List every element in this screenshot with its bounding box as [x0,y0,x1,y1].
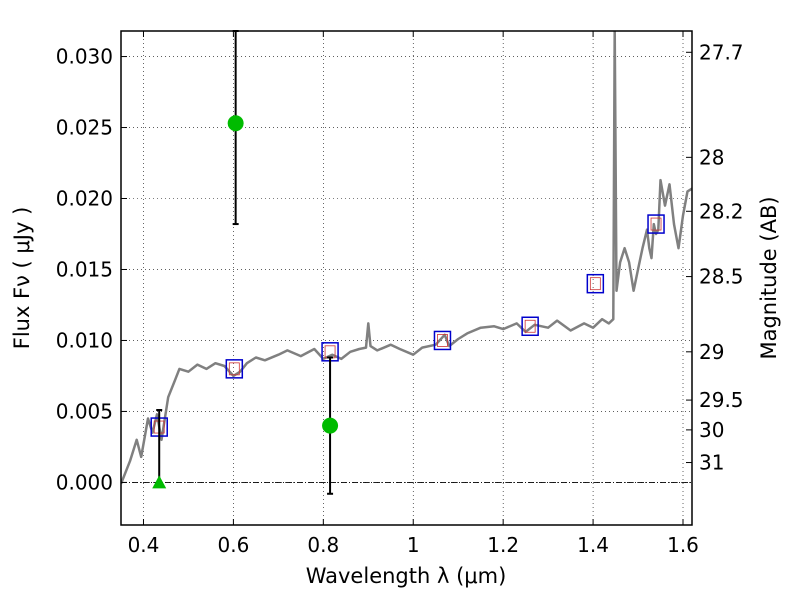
x-tick-label: 1 [407,533,420,557]
x-tick-label: 0.6 [217,533,249,557]
detection-point [227,115,244,132]
magnitude-axis-label: Magnitude (AB) [757,196,781,359]
model-photometry-point [647,214,665,234]
magnitude-axis-ticks: 27.7 28 28.2 28.5 29 29.5 30 31 [686,40,744,475]
magnitude-tick-label: 28 [699,145,724,169]
magnitude-tick-label: 28.2 [699,199,744,223]
x-tick-label: 0.8 [307,533,339,557]
x-tick-label: 1.4 [577,533,609,557]
y-tick-label: 0.005 [56,399,113,423]
magnitude-tick-label: 27.7 [699,40,744,64]
magnitude-tick-label: 29 [699,340,724,364]
y-tick-label: 0.000 [56,470,113,494]
model-photometry-point [433,330,452,351]
plot-frame [120,30,693,526]
model-photometry-point [225,359,244,379]
x-tick-label: 0.4 [128,533,160,557]
y-axis-label: Flux Fν ( μJy ) [10,207,34,350]
y-tick-label: 0.025 [56,116,113,140]
y-tick-label: 0.015 [56,257,113,281]
template-spectrum-line [121,31,692,485]
model-photometry-inner [589,277,601,291]
x-tick-label: 1.6 [667,533,699,557]
upper-limit-marker [152,475,167,489]
x-axis-label: Wavelength λ (μm) [306,564,507,588]
model-photometry-inner [650,217,662,231]
y-tick-label: 0.020 [56,187,113,211]
model-photometry-point [586,273,605,294]
model-photometry-inner [437,334,448,347]
x-axis-ticks: 0.4 0.6 0.8 1 1.2 1.4 1.6 [128,31,699,557]
magnitude-tick-label: 30 [699,418,724,442]
magnitude-tick-label: 28.5 [699,265,744,289]
model-photometry-inner [524,319,536,333]
marker-layer [150,30,665,495]
detection-point [322,417,339,434]
y-tick-label: 0.030 [56,45,113,69]
model-photometry-inner [228,362,240,376]
y-axis-ticks: 0.000 0.005 0.010 0.015 0.020 0.025 0.030 [56,45,127,494]
magnitude-tick-label: 29.5 [699,388,744,412]
y-tick-label: 0.010 [56,328,113,352]
magnitude-tick-label: 31 [699,451,724,475]
model-photometry-point [521,316,539,337]
x-tick-label: 1.2 [487,533,519,557]
grid [121,31,692,525]
data-layer [121,31,692,485]
